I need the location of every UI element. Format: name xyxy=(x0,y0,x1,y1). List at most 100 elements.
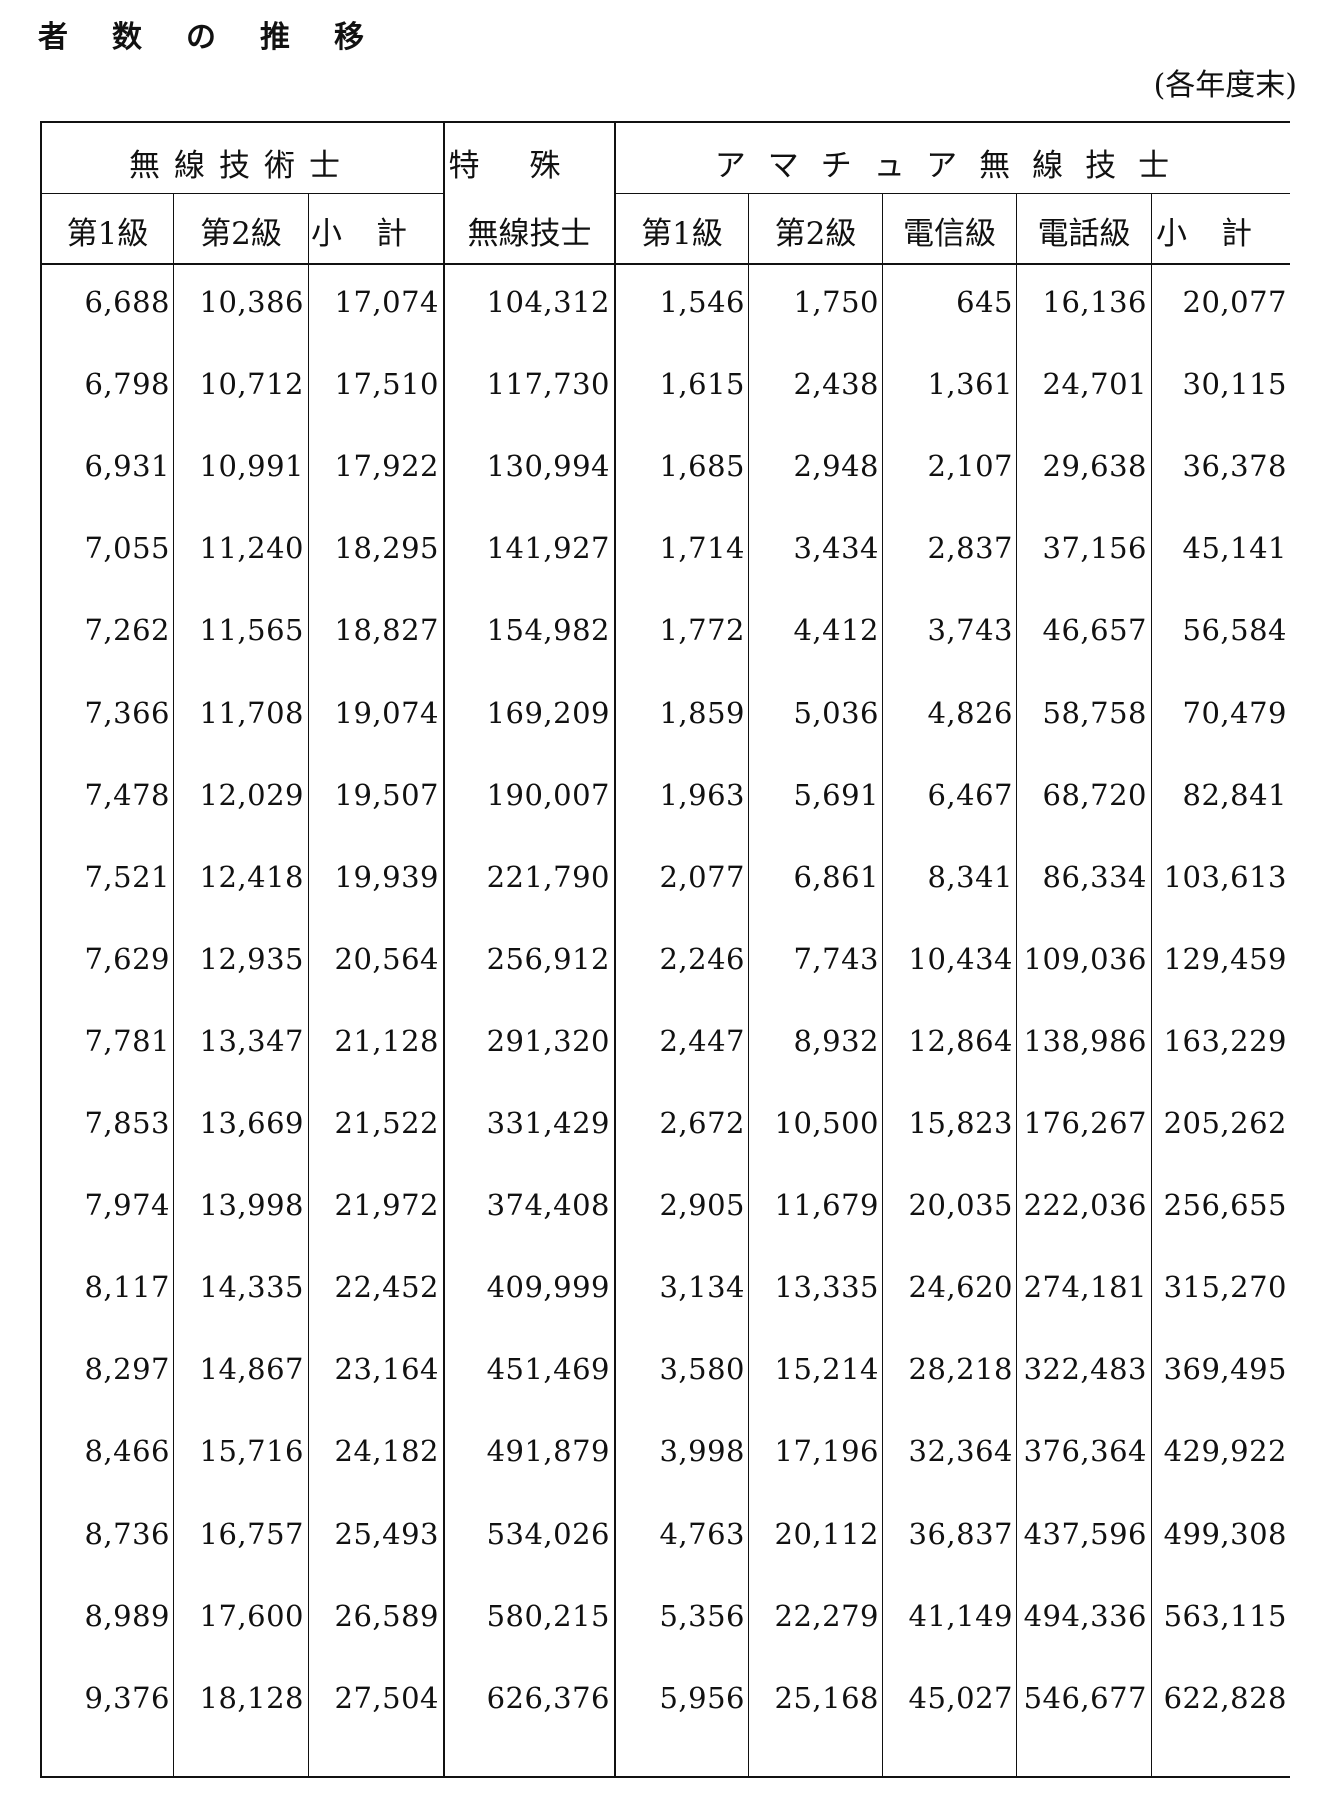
table-cell: 41,149 xyxy=(908,1598,1013,1633)
table-cell: 1,859 xyxy=(659,695,745,730)
table-cell: 7,629 xyxy=(84,941,170,976)
table-cell: 17,074 xyxy=(334,285,439,319)
table-cell: 15,214 xyxy=(774,1352,879,1387)
table-cell: 291,320 xyxy=(486,1023,610,1058)
table-cell: 117,730 xyxy=(486,367,610,402)
table-cell: 13,347 xyxy=(199,1023,304,1058)
table-cell: 626,376 xyxy=(486,1680,610,1715)
table-cell: 19,507 xyxy=(334,777,439,812)
table-cell: 7,262 xyxy=(84,613,170,648)
table-cell: 82,841 xyxy=(1182,777,1287,812)
table-cell: 22,452 xyxy=(334,1270,439,1305)
table-cell: 8,989 xyxy=(84,1598,170,1633)
header-amateur: アマチュア無線技士 xyxy=(714,148,1192,184)
table-cell: 24,620 xyxy=(908,1270,1013,1305)
table-cell: 70,479 xyxy=(1182,695,1287,730)
table-cell: 2,246 xyxy=(659,941,745,976)
table-cell: 315,270 xyxy=(1163,1270,1287,1305)
table-cell: 24,182 xyxy=(334,1434,439,1469)
table-cell: 20,077 xyxy=(1182,285,1287,319)
table-cell: 2,447 xyxy=(659,1023,745,1058)
table-cell: 7,055 xyxy=(84,531,170,566)
table-cell: 221,790 xyxy=(486,859,610,894)
col-rule-0 xyxy=(40,121,42,1778)
table-cell: 622,828 xyxy=(1163,1680,1287,1715)
table-cell: 429,922 xyxy=(1163,1434,1287,1469)
table-cell: 30,115 xyxy=(1182,367,1287,402)
table-cell: 24,701 xyxy=(1042,367,1147,402)
table-cell: 2,948 xyxy=(793,449,879,484)
table-cell: 256,912 xyxy=(486,941,610,976)
table-cell: 12,864 xyxy=(908,1023,1013,1058)
table-cell: 29,638 xyxy=(1042,449,1147,484)
table-cell: 3,998 xyxy=(659,1434,745,1469)
col-header-telephone: 電話級 xyxy=(1037,216,1131,252)
table-cell: 25,168 xyxy=(774,1680,879,1715)
col-rule-6 xyxy=(882,193,883,1778)
table-cell: 7,521 xyxy=(84,859,170,894)
page-title: 者数の推移 xyxy=(38,20,408,55)
table-cell: 20,035 xyxy=(908,1188,1013,1223)
table-cell: 21,972 xyxy=(334,1188,439,1223)
table-cell: 1,615 xyxy=(659,367,745,402)
table-cell: 409,999 xyxy=(486,1270,610,1305)
table-cell: 154,982 xyxy=(486,613,610,648)
col-header-ama-subtotal: 小計 xyxy=(1156,216,1286,252)
table-cell: 12,935 xyxy=(199,941,304,976)
table-cell: 369,495 xyxy=(1163,1352,1287,1387)
table-cell: 12,418 xyxy=(199,859,304,894)
table-cell: 322,483 xyxy=(1023,1352,1147,1387)
table-cell: 11,708 xyxy=(199,695,304,730)
unit-note: (各年度末) xyxy=(1153,68,1297,103)
table-cell: 274,181 xyxy=(1023,1270,1147,1305)
table-cell: 645 xyxy=(956,285,1013,319)
table-cell: 11,240 xyxy=(199,531,304,566)
table-cell: 103,613 xyxy=(1163,859,1287,894)
table-cell: 23,164 xyxy=(334,1352,439,1387)
table-cell: 11,565 xyxy=(199,613,304,648)
table-cell: 5,956 xyxy=(659,1680,745,1715)
table-cell: 5,036 xyxy=(793,695,879,730)
header-radio-engineer: 無線技術士 xyxy=(129,148,354,184)
table-cell: 16,757 xyxy=(199,1516,304,1551)
table-cell: 2,438 xyxy=(793,367,879,402)
table-cell: 534,026 xyxy=(486,1516,610,1551)
table-cell: 7,974 xyxy=(84,1188,170,1223)
table-cell: 18,827 xyxy=(334,613,439,648)
table-cell: 104,312 xyxy=(486,285,610,319)
table-cell: 6,798 xyxy=(84,367,170,402)
table-cell: 2,905 xyxy=(659,1188,745,1223)
table-cell: 56,584 xyxy=(1182,613,1287,648)
table-cell: 3,580 xyxy=(659,1352,745,1387)
col-rule-5 xyxy=(748,193,749,1778)
table-cell: 1,361 xyxy=(927,367,1013,402)
table-cell: 27,504 xyxy=(334,1680,439,1715)
table-cell: 16,136 xyxy=(1042,285,1147,319)
table-cell: 190,007 xyxy=(486,777,610,812)
table-cell: 563,115 xyxy=(1163,1598,1287,1633)
table-cell: 68,720 xyxy=(1042,777,1147,812)
col-rule-8 xyxy=(1151,193,1152,1778)
table-cell: 6,467 xyxy=(927,777,1013,812)
col-header-rad-2nd: 第2級 xyxy=(200,216,282,252)
table-cell: 4,412 xyxy=(793,613,879,648)
table-cell: 3,134 xyxy=(659,1270,745,1305)
table-cell: 17,510 xyxy=(334,367,439,402)
table-cell: 109,036 xyxy=(1023,941,1147,976)
table-cell: 130,994 xyxy=(486,449,610,484)
table-cell: 8,297 xyxy=(84,1352,170,1387)
table-cell: 2,672 xyxy=(659,1106,745,1140)
col-header-telegraph: 電信級 xyxy=(903,216,996,252)
table-cell: 163,229 xyxy=(1163,1023,1287,1058)
table-cell: 12,029 xyxy=(199,777,304,812)
table-cell: 26,589 xyxy=(334,1598,439,1633)
table-cell: 20,112 xyxy=(774,1516,879,1551)
table-cell: 376,364 xyxy=(1023,1434,1147,1469)
table-cell: 9,376 xyxy=(84,1680,170,1715)
table-cell: 10,500 xyxy=(774,1106,879,1140)
header-group-rule-right xyxy=(614,193,1290,194)
table-cell: 36,378 xyxy=(1182,449,1287,484)
col-header-ama-2nd: 第2級 xyxy=(774,216,857,252)
table-cell: 2,077 xyxy=(659,859,745,894)
table-cell: 2,837 xyxy=(927,531,1013,566)
